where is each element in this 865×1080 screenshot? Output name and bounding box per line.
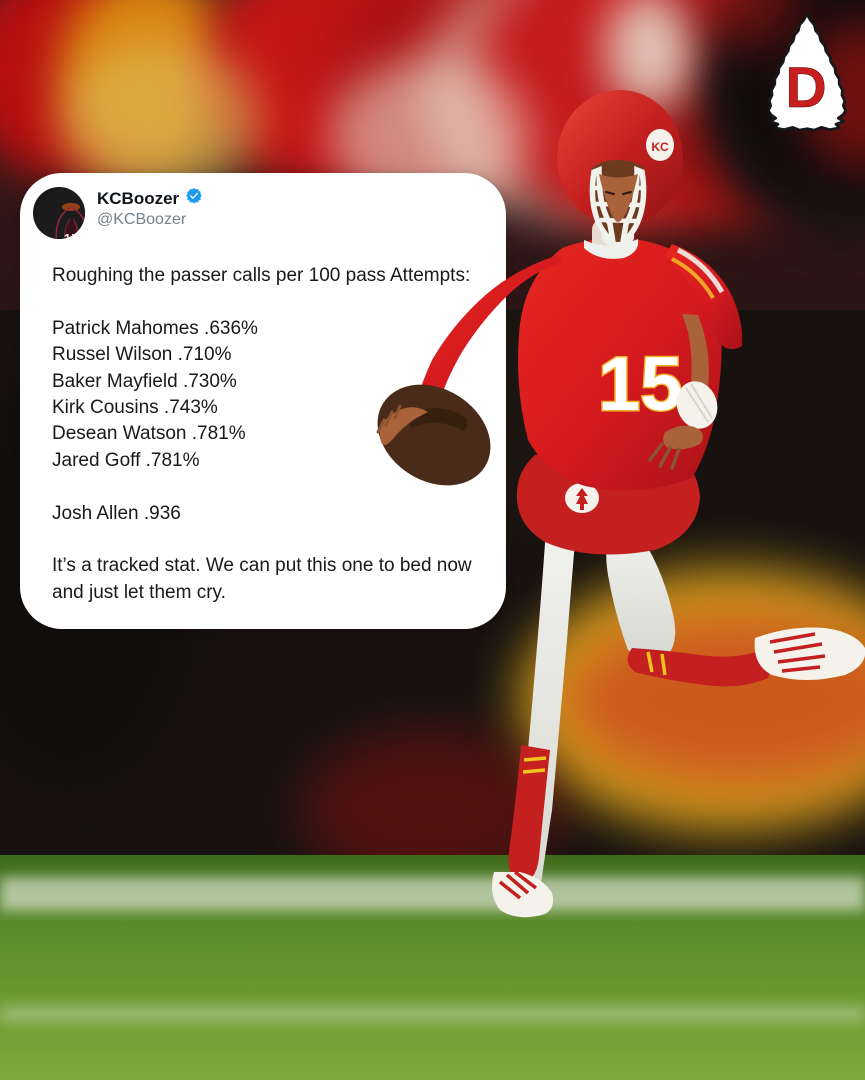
svg-text:KC: KC xyxy=(651,140,669,154)
svg-text:15: 15 xyxy=(598,342,683,427)
